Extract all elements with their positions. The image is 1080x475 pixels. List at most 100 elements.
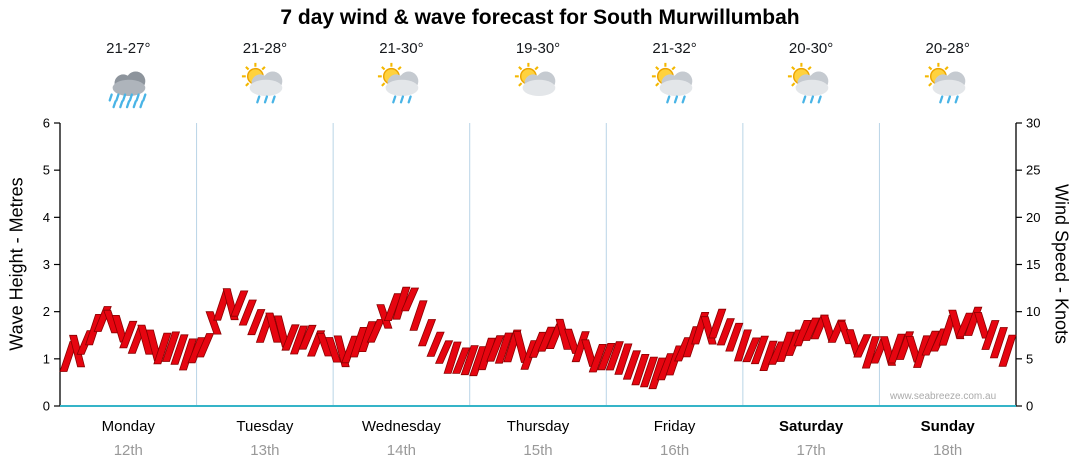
- wind-flag: [349, 326, 368, 358]
- chart-title: 7 day wind & wave forecast for South Mur…: [280, 6, 800, 29]
- wind-flag: [230, 290, 249, 317]
- wind-flag: [434, 340, 454, 364]
- wind-flag: [989, 327, 1008, 359]
- wind-flag: [955, 312, 974, 338]
- wind-flag: [119, 320, 138, 349]
- day-temp-label: 20-28°: [925, 40, 970, 57]
- wind-flag: [605, 341, 624, 371]
- day-name-label: Friday: [653, 418, 696, 435]
- day-date-label: 17th: [796, 442, 826, 459]
- wind-flag: [494, 332, 513, 364]
- wind-flag: [776, 331, 795, 362]
- day-temp-label: 21-27°: [106, 40, 151, 57]
- wind-flag: [708, 308, 727, 339]
- cloud: [659, 71, 692, 97]
- raindrops: [256, 95, 276, 104]
- cloud: [522, 71, 556, 97]
- wind-flag: [452, 347, 471, 374]
- watermark: www.seabreeze.com.au: [890, 391, 997, 402]
- wind-flag: [298, 324, 317, 350]
- cloud: [112, 71, 146, 97]
- wind-flag: [289, 325, 309, 355]
- wind-flag: [801, 317, 821, 341]
- wind-flag: [793, 319, 812, 347]
- wind-flag: [383, 293, 402, 322]
- wind-flag: [750, 335, 769, 365]
- wind-speed-series: [59, 286, 1017, 390]
- wind-flag: [477, 337, 496, 371]
- wind-flag: [170, 334, 189, 365]
- wind-flag: [238, 299, 257, 326]
- weather-icon-wrap: [470, 60, 606, 115]
- cloud: [795, 71, 829, 97]
- wind-flag: [187, 337, 206, 364]
- heavy-rain-icon: [108, 71, 147, 109]
- day-date-label: 16th: [659, 442, 690, 459]
- cloud: [249, 71, 283, 97]
- day-column-sunday: 20-28° Sunday 18th: [880, 0, 1016, 475]
- wind-flag: [767, 341, 787, 365]
- left-axis-tick-label: 2: [43, 304, 50, 319]
- wind-flag: [528, 331, 548, 358]
- right-axis-tick-label: 10: [1026, 304, 1040, 319]
- day-temp-label: 21-32°: [652, 40, 697, 57]
- right-axis-tick-label: 0: [1026, 399, 1033, 414]
- wind-flag: [639, 356, 659, 388]
- day-column-tuesday: 21-28° Tuesday 13th: [197, 0, 333, 475]
- cloud: [386, 71, 419, 97]
- wind-flag: [887, 333, 906, 364]
- wind-flag: [426, 331, 445, 357]
- sun-cloud-rain-icon: [924, 62, 965, 104]
- axes: 0 1 2 3 4 5 6 0 5 10 15 20 25 30: [43, 116, 1041, 414]
- left-axis-tick-label: 3: [43, 257, 50, 272]
- wind-flag: [631, 353, 650, 386]
- day-date-label: 15th: [523, 442, 553, 459]
- wind-flag: [460, 345, 479, 376]
- wind-flag: [469, 346, 488, 377]
- wind-flag: [443, 341, 462, 374]
- raindrops: [802, 95, 822, 104]
- wind-flag: [341, 335, 360, 364]
- day-column-thursday: 19-30° Thursday 15th: [470, 0, 606, 475]
- wind-flag: [358, 321, 377, 353]
- wind-flag: [981, 320, 1000, 350]
- day-date-label: 13th: [250, 442, 280, 459]
- raindrops: [392, 95, 413, 104]
- wind-flag: [400, 287, 420, 312]
- day-name-label: Wednesday: [361, 418, 441, 435]
- wind-flag: [392, 286, 411, 320]
- weather-icon-wrap: [743, 60, 879, 115]
- sun-cloud-rain-icon: [788, 62, 829, 104]
- wind-flag: [69, 334, 86, 368]
- wind-flag: [656, 353, 676, 381]
- wind-flag: [921, 330, 940, 356]
- wind-flag: [622, 350, 641, 380]
- wind-flag: [648, 357, 667, 390]
- wind-flag: [716, 318, 735, 346]
- sun-cloud-rain-icon: [378, 62, 419, 104]
- wind-flag: [205, 311, 222, 335]
- left-axis-tick-label: 0: [43, 399, 50, 414]
- wind-flag: [153, 332, 172, 365]
- wind-flag: [725, 322, 744, 352]
- wind-flag: [571, 331, 590, 363]
- left-axis-tick-label: 6: [43, 116, 50, 131]
- wind-flag: [998, 334, 1017, 367]
- wind-flag: [742, 337, 761, 363]
- sun-cloud-icon: [514, 62, 556, 97]
- sun-cloud-rain-icon: [241, 62, 283, 104]
- right-axis-tick-label: 25: [1026, 163, 1040, 178]
- wind-flag: [376, 304, 393, 329]
- wind-flag: [614, 343, 633, 375]
- day-column-monday: 21-27° Monday 12th: [60, 0, 196, 475]
- wind-flag: [733, 329, 752, 362]
- raindrops: [665, 95, 686, 104]
- wind-flag: [537, 326, 556, 352]
- day-name-label: Sunday: [920, 418, 975, 435]
- day-name-label: Monday: [101, 418, 155, 435]
- day-name-label: Tuesday: [236, 418, 294, 435]
- day-temp-label: 20-30°: [788, 40, 834, 57]
- wind-flag: [409, 300, 428, 331]
